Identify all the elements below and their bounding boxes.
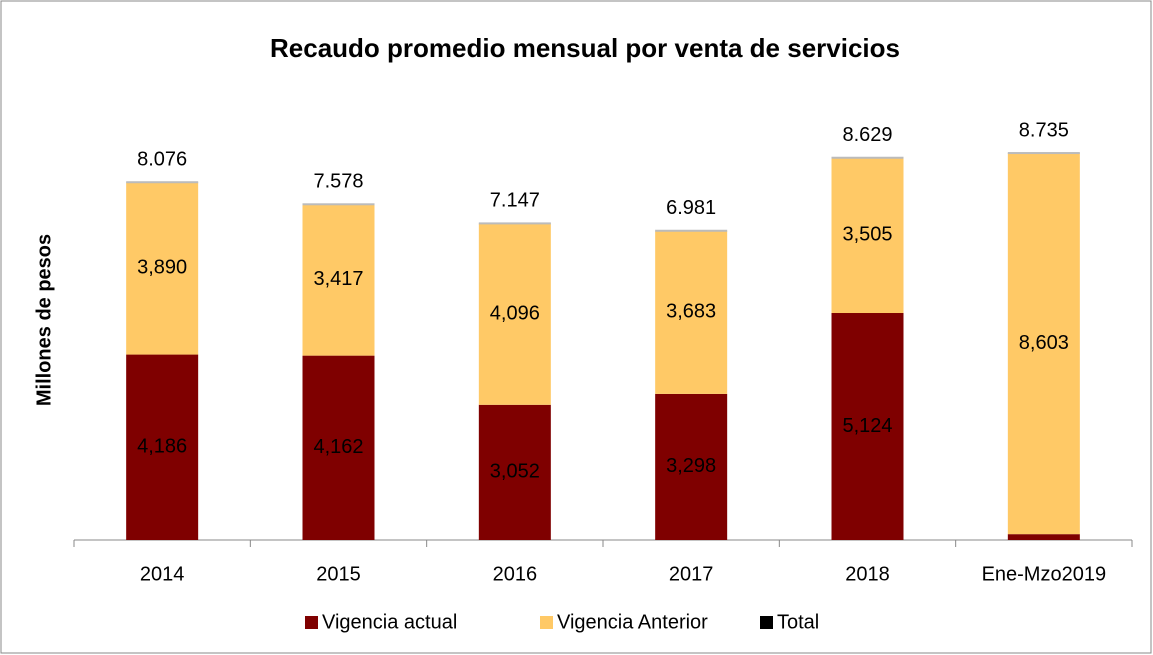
- data-label: 3,505: [842, 224, 892, 246]
- data-label: 4,162: [313, 436, 363, 458]
- bar-segment: [831, 157, 904, 314]
- bar-segment: [1007, 534, 1080, 540]
- bar-segment: [302, 204, 375, 356]
- total-label: 8.735: [1019, 119, 1069, 141]
- total-label: 7.147: [490, 190, 540, 212]
- chart-title: Recaudo promedio mensual por venta de se…: [270, 33, 900, 63]
- legend-swatch: [760, 616, 773, 629]
- total-label: 6.981: [666, 197, 716, 219]
- data-label: 3,052: [490, 461, 540, 483]
- total-label: 7.578: [313, 171, 363, 193]
- legend-label: Total: [777, 611, 819, 633]
- bar-segment: [478, 404, 551, 540]
- data-label: 8,603: [1019, 332, 1069, 354]
- total-mark: [655, 229, 728, 232]
- legend-swatch: [540, 616, 553, 629]
- total-mark: [126, 181, 199, 184]
- legend-swatch: [305, 616, 318, 629]
- data-label: 3,298: [666, 455, 716, 477]
- y-axis-label: Millones de pesos: [33, 234, 55, 406]
- total-label: 8.076: [137, 149, 187, 171]
- bar-segment: [655, 393, 728, 540]
- total-label: 8.629: [842, 124, 892, 146]
- bar-segment: [302, 355, 375, 540]
- total-mark: [302, 203, 375, 206]
- bar-segment: [126, 182, 199, 355]
- total-mark: [831, 156, 904, 159]
- data-label: 3,890: [137, 257, 187, 279]
- data-label: 4,096: [490, 302, 540, 324]
- bar-segment: [655, 230, 728, 394]
- x-tick-label: 2018: [845, 563, 890, 585]
- total-mark: [478, 222, 551, 225]
- x-tick-label: Ene-Mzo2019: [982, 563, 1107, 585]
- data-label: 4,186: [137, 436, 187, 458]
- x-tick-label: 2014: [140, 563, 185, 585]
- legend-label: Vigencia actual: [322, 611, 457, 633]
- bar-segment: [126, 354, 199, 540]
- bar-segment: [1007, 153, 1080, 535]
- total-mark: [1007, 152, 1080, 155]
- data-label: 5,124: [842, 415, 892, 437]
- x-tick-label: 2016: [493, 563, 538, 585]
- x-tick-label: 2015: [316, 563, 361, 585]
- data-label: 3,417: [313, 268, 363, 290]
- bar-segment: [831, 313, 904, 540]
- x-tick-label: 2017: [669, 563, 714, 585]
- bar-segment: [478, 223, 551, 405]
- data-label: 3,683: [666, 301, 716, 323]
- legend-label: Vigencia Anterior: [557, 611, 708, 633]
